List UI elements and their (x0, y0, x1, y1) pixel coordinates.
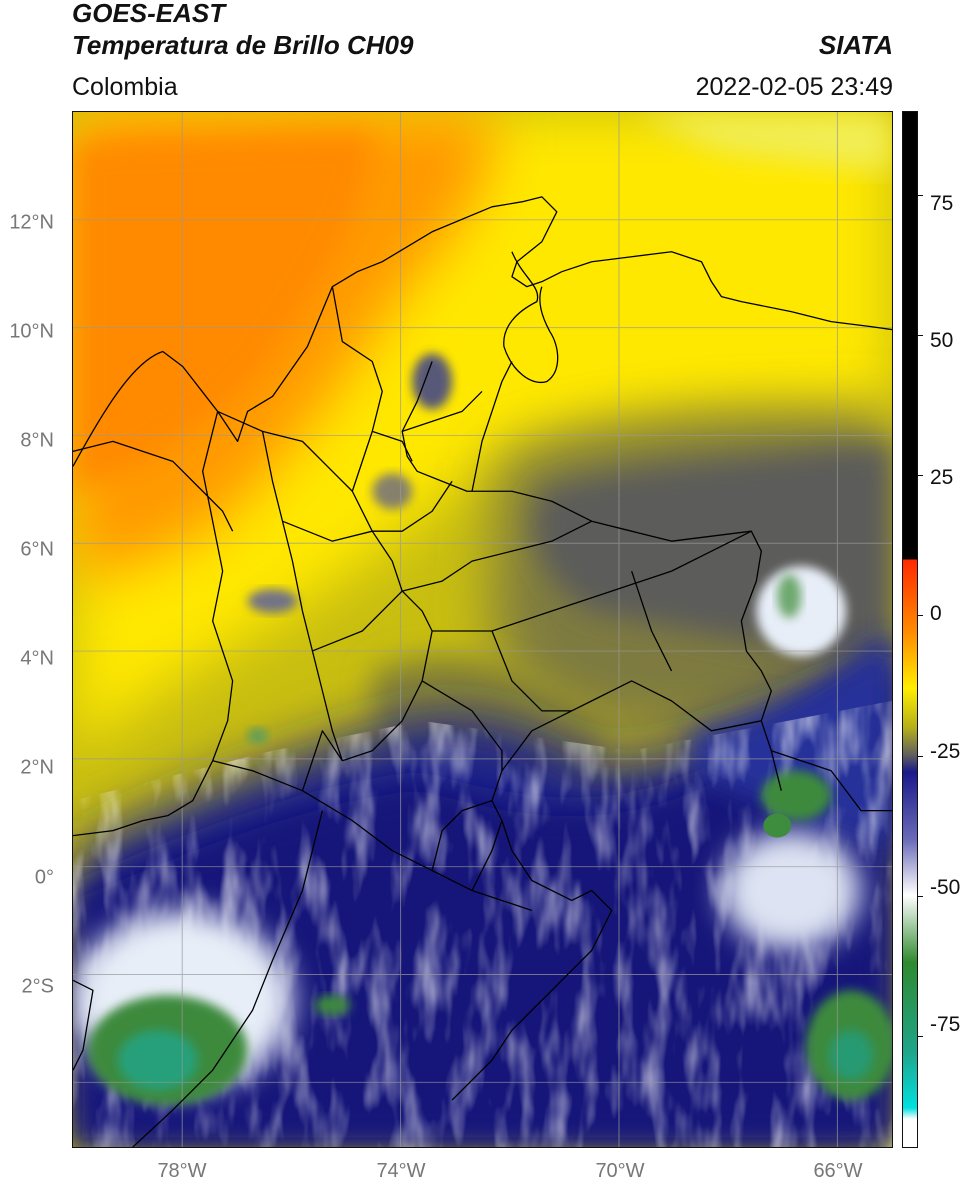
lon-label-78w: 78°W (157, 1160, 207, 1182)
lat-label-6n: 6°N (20, 538, 54, 561)
lat-label-2n: 2°N (20, 756, 54, 779)
colorbar-tick (918, 195, 923, 197)
title-satellite: GOES-EAST (72, 0, 226, 28)
lat-label-equator: 0° (34, 866, 54, 889)
colorbar-label-75: 75 (930, 192, 954, 215)
colorbar-label-minus25: -25 (930, 740, 961, 763)
lon-label-70w: 70°W (595, 1160, 645, 1182)
lat-label-2s: 2°S (21, 975, 54, 998)
map-panel (72, 111, 893, 1148)
title-source: SIATA (818, 30, 893, 60)
lon-label-66w: 66°W (813, 1160, 863, 1182)
lat-label-8n: 8°N (20, 429, 54, 452)
map-gridlines (73, 112, 892, 1147)
colorbar-tick (918, 335, 923, 337)
datetime-label: 2022-02-05 23:49 (695, 73, 893, 101)
lat-label-12n: 12°N (9, 211, 54, 234)
colorbar-tick (918, 1035, 923, 1037)
title-product: Temperatura de Brillo CH09 (72, 30, 414, 60)
colorbar-tick (918, 895, 923, 897)
brightness-temperature-map (73, 112, 892, 1147)
colorbar-tick (918, 475, 923, 477)
temperature-colorbar (902, 111, 918, 1148)
lat-label-10n: 10°N (9, 320, 54, 343)
colorbar-label-0: 0 (930, 602, 942, 625)
colorbar-tick (918, 615, 923, 617)
lon-label-74w: 74°W (376, 1160, 426, 1182)
country-boundaries (73, 196, 892, 1147)
colorbar-label-minus75: -75 (930, 1013, 961, 1036)
colorbar-label-minus50: -50 (930, 876, 961, 899)
colorbar-label-50: 50 (930, 329, 954, 352)
lat-label-4n: 4°N (20, 647, 54, 670)
colorbar-tick (918, 755, 923, 757)
colorbar-label-25: 25 (930, 466, 954, 489)
region-label: Colombia (72, 73, 178, 101)
